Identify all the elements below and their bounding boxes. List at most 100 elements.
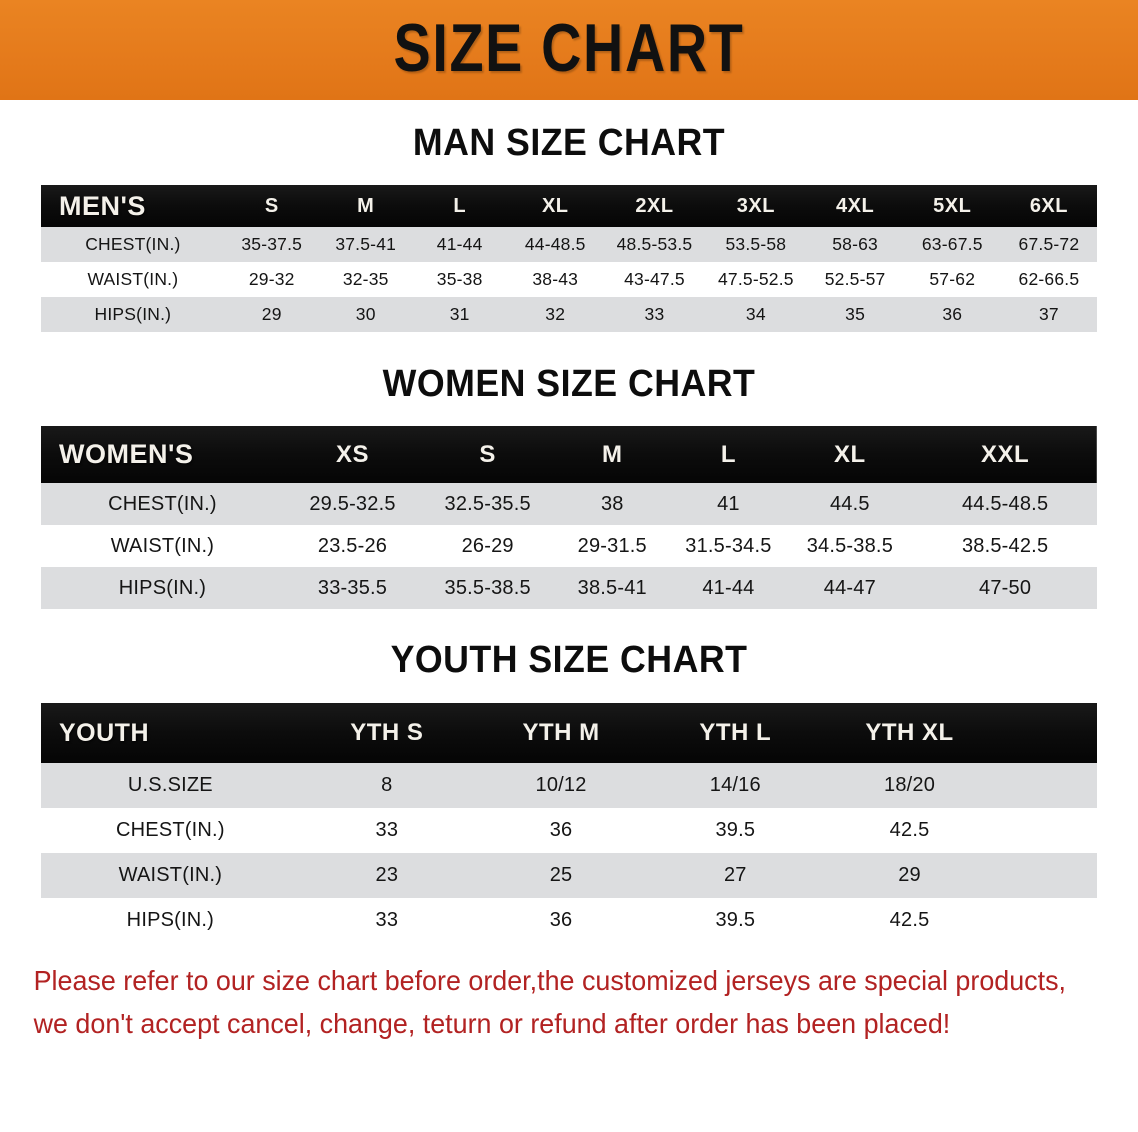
women-chest-xs: 29.5-32.5: [309, 492, 396, 515]
page-banner: SIZE CHART: [0, 0, 1138, 100]
disclaimer-line-2: we don't accept cancel, change, teturn o…: [33, 1008, 951, 1040]
women-waist-xs: 23.5-26: [317, 534, 388, 557]
table-row: CHEST(IN.) 29.5-32.5 32.5-35.5 38 41 44.…: [41, 483, 1097, 525]
men-table-header: MEN'S S M L XL 2XL 3XL 4XL 5XL 6XL: [41, 185, 1097, 227]
youth-section-heading: YOUTH SIZE CHART: [390, 639, 748, 681]
youth-waist-s: 23: [375, 864, 399, 886]
men-waist-xl: 38-43: [532, 269, 579, 289]
youth-ussize-s: 8: [381, 774, 393, 796]
table-row: WAIST(IN.) 29-32 32-35 35-38 38-43 43-47…: [41, 262, 1097, 297]
women-size-header-xxl: XXL: [981, 440, 1030, 468]
men-hips-xl: 32: [545, 304, 566, 324]
youth-row-label-hips: HIPS(IN.): [126, 909, 215, 931]
men-chest-s: 35-37.5: [241, 234, 303, 254]
men-size-table-container: MEN'S S M L XL 2XL 3XL 4XL 5XL 6XL CHEST…: [41, 185, 1097, 332]
youth-row-label-waist: WAIST(IN.): [118, 864, 223, 886]
men-size-header-xl: XL: [541, 194, 569, 217]
table-row: CHEST(IN.) 33 36 39.5 42.5: [41, 808, 1097, 853]
men-chest-5xl: 63-67.5: [921, 234, 983, 254]
youth-table-body: U.S.SIZE 8 10/12 14/16 18/20 CHEST(IN.) …: [41, 763, 1097, 943]
men-waist-m: 32-35: [342, 269, 389, 289]
men-hips-2xl: 33: [644, 304, 665, 324]
page-title: SIZE CHART: [393, 10, 745, 86]
men-chest-3xl: 53.5-58: [725, 234, 787, 254]
women-row-label-chest: CHEST(IN.): [108, 492, 217, 515]
man-section-heading: MAN SIZE CHART: [412, 122, 726, 164]
men-hips-m: 30: [355, 304, 376, 324]
men-chest-m: 37.5-41: [335, 234, 397, 254]
men-chest-l: 41-44: [436, 234, 483, 254]
youth-row-spacer: [997, 808, 1097, 853]
women-chest-xxl: 44.5-48.5: [961, 492, 1049, 515]
women-size-header-m: M: [602, 440, 623, 468]
youth-size-header-m: YTH M: [522, 719, 600, 746]
table-row: WAIST(IN.) 23 25 27 29: [41, 853, 1097, 898]
youth-hips-xl: 42.5: [889, 909, 930, 931]
men-hips-l: 31: [449, 304, 470, 324]
youth-size-header-l: YTH L: [699, 719, 772, 746]
youth-header-spacer: [997, 703, 1097, 763]
men-size-header-2xl: 2XL: [635, 194, 674, 217]
men-hips-5xl: 36: [942, 304, 963, 324]
women-waist-m: 29-31.5: [577, 534, 647, 557]
table-row: HIPS(IN.) 33 36 39.5 42.5: [41, 898, 1097, 943]
women-size-header-xs: XS: [336, 440, 370, 468]
youth-ussize-m: 10/12: [535, 774, 587, 796]
men-waist-3xl: 47.5-52.5: [717, 269, 794, 289]
men-waist-5xl: 57-62: [929, 269, 976, 289]
men-waist-s: 29-32: [248, 269, 295, 289]
youth-chest-m: 36: [549, 819, 573, 841]
men-chest-6xl: 67.5-72: [1018, 234, 1080, 254]
women-size-table-container: WOMEN'S XS S M L XL XXL CHEST(IN.) 29.5-…: [41, 426, 1097, 609]
men-waist-4xl: 52.5-57: [824, 269, 886, 289]
men-size-header-s: S: [264, 194, 279, 217]
men-corner-label: MEN'S: [59, 190, 146, 221]
table-row: CHEST(IN.) 35-37.5 37.5-41 41-44 44-48.5…: [41, 227, 1097, 262]
men-waist-2xl: 43-47.5: [624, 269, 685, 289]
youth-size-table-container: YOUTH YTH S YTH M YTH L YTH XL U.S.SIZE …: [41, 703, 1097, 943]
men-chest-2xl: 48.5-53.5: [616, 234, 693, 254]
youth-ussize-l: 14/16: [709, 774, 761, 796]
youth-hips-l: 39.5: [715, 909, 756, 931]
women-row-label-waist: WAIST(IN.): [110, 534, 215, 557]
men-hips-s: 29: [261, 304, 282, 324]
women-table-header: WOMEN'S XS S M L XL XXL: [41, 426, 1097, 483]
women-chest-s: 32.5-35.5: [444, 492, 531, 515]
men-size-header-4xl: 4XL: [836, 194, 875, 217]
men-chest-4xl: 58-63: [832, 234, 878, 254]
youth-header-row: YOUTH YTH S YTH M YTH L YTH XL: [41, 703, 1097, 763]
men-size-header-l: L: [453, 194, 467, 217]
women-hips-xxl: 47-50: [979, 576, 1032, 599]
men-size-header-5xl: 5XL: [933, 194, 972, 217]
women-hips-m: 38.5-41: [577, 576, 647, 599]
youth-row-spacer: [997, 763, 1097, 808]
men-hips-3xl: 34: [745, 304, 766, 324]
men-header-row: MEN'S S M L XL 2XL 3XL 4XL 5XL 6XL: [41, 185, 1097, 227]
women-chest-m: 38: [600, 492, 624, 515]
women-waist-xxl: 38.5-42.5: [961, 534, 1049, 557]
women-size-header-l: L: [720, 440, 736, 468]
women-corner-label: WOMEN'S: [59, 439, 194, 469]
women-header-row: WOMEN'S XS S M L XL XXL: [41, 426, 1097, 483]
women-table-body: CHEST(IN.) 29.5-32.5 32.5-35.5 38 41 44.…: [41, 483, 1097, 609]
women-hips-s: 35.5-38.5: [444, 576, 531, 599]
women-hips-xl: 44-47: [823, 576, 876, 599]
table-row: U.S.SIZE 8 10/12 14/16 18/20: [41, 763, 1097, 808]
men-size-table: MEN'S S M L XL 2XL 3XL 4XL 5XL 6XL CHEST…: [41, 185, 1097, 332]
women-section-heading: WOMEN SIZE CHART: [382, 363, 756, 405]
women-hips-xs: 33-35.5: [317, 576, 388, 599]
men-row-label-chest: CHEST(IN.): [85, 234, 181, 254]
youth-waist-l: 27: [723, 864, 747, 886]
men-size-header-m: M: [357, 194, 375, 217]
men-waist-6xl: 62-66.5: [1018, 269, 1080, 289]
table-row: HIPS(IN.) 33-35.5 35.5-38.5 38.5-41 41-4…: [41, 567, 1097, 609]
table-row: HIPS(IN.) 29 30 31 32 33 34 35 36 37: [41, 297, 1097, 332]
men-size-header-6xl: 6XL: [1029, 194, 1068, 217]
men-size-header-3xl: 3XL: [736, 194, 775, 217]
women-waist-xl: 34.5-38.5: [806, 534, 894, 557]
disclaimer-text: Please refer to our size chart before or…: [24, 959, 1070, 1046]
youth-chest-xl: 42.5: [889, 819, 930, 841]
youth-waist-xl: 29: [898, 864, 921, 886]
women-size-table: WOMEN'S XS S M L XL XXL CHEST(IN.) 29.5-…: [41, 426, 1097, 609]
men-chest-xl: 44-48.5: [524, 234, 586, 254]
